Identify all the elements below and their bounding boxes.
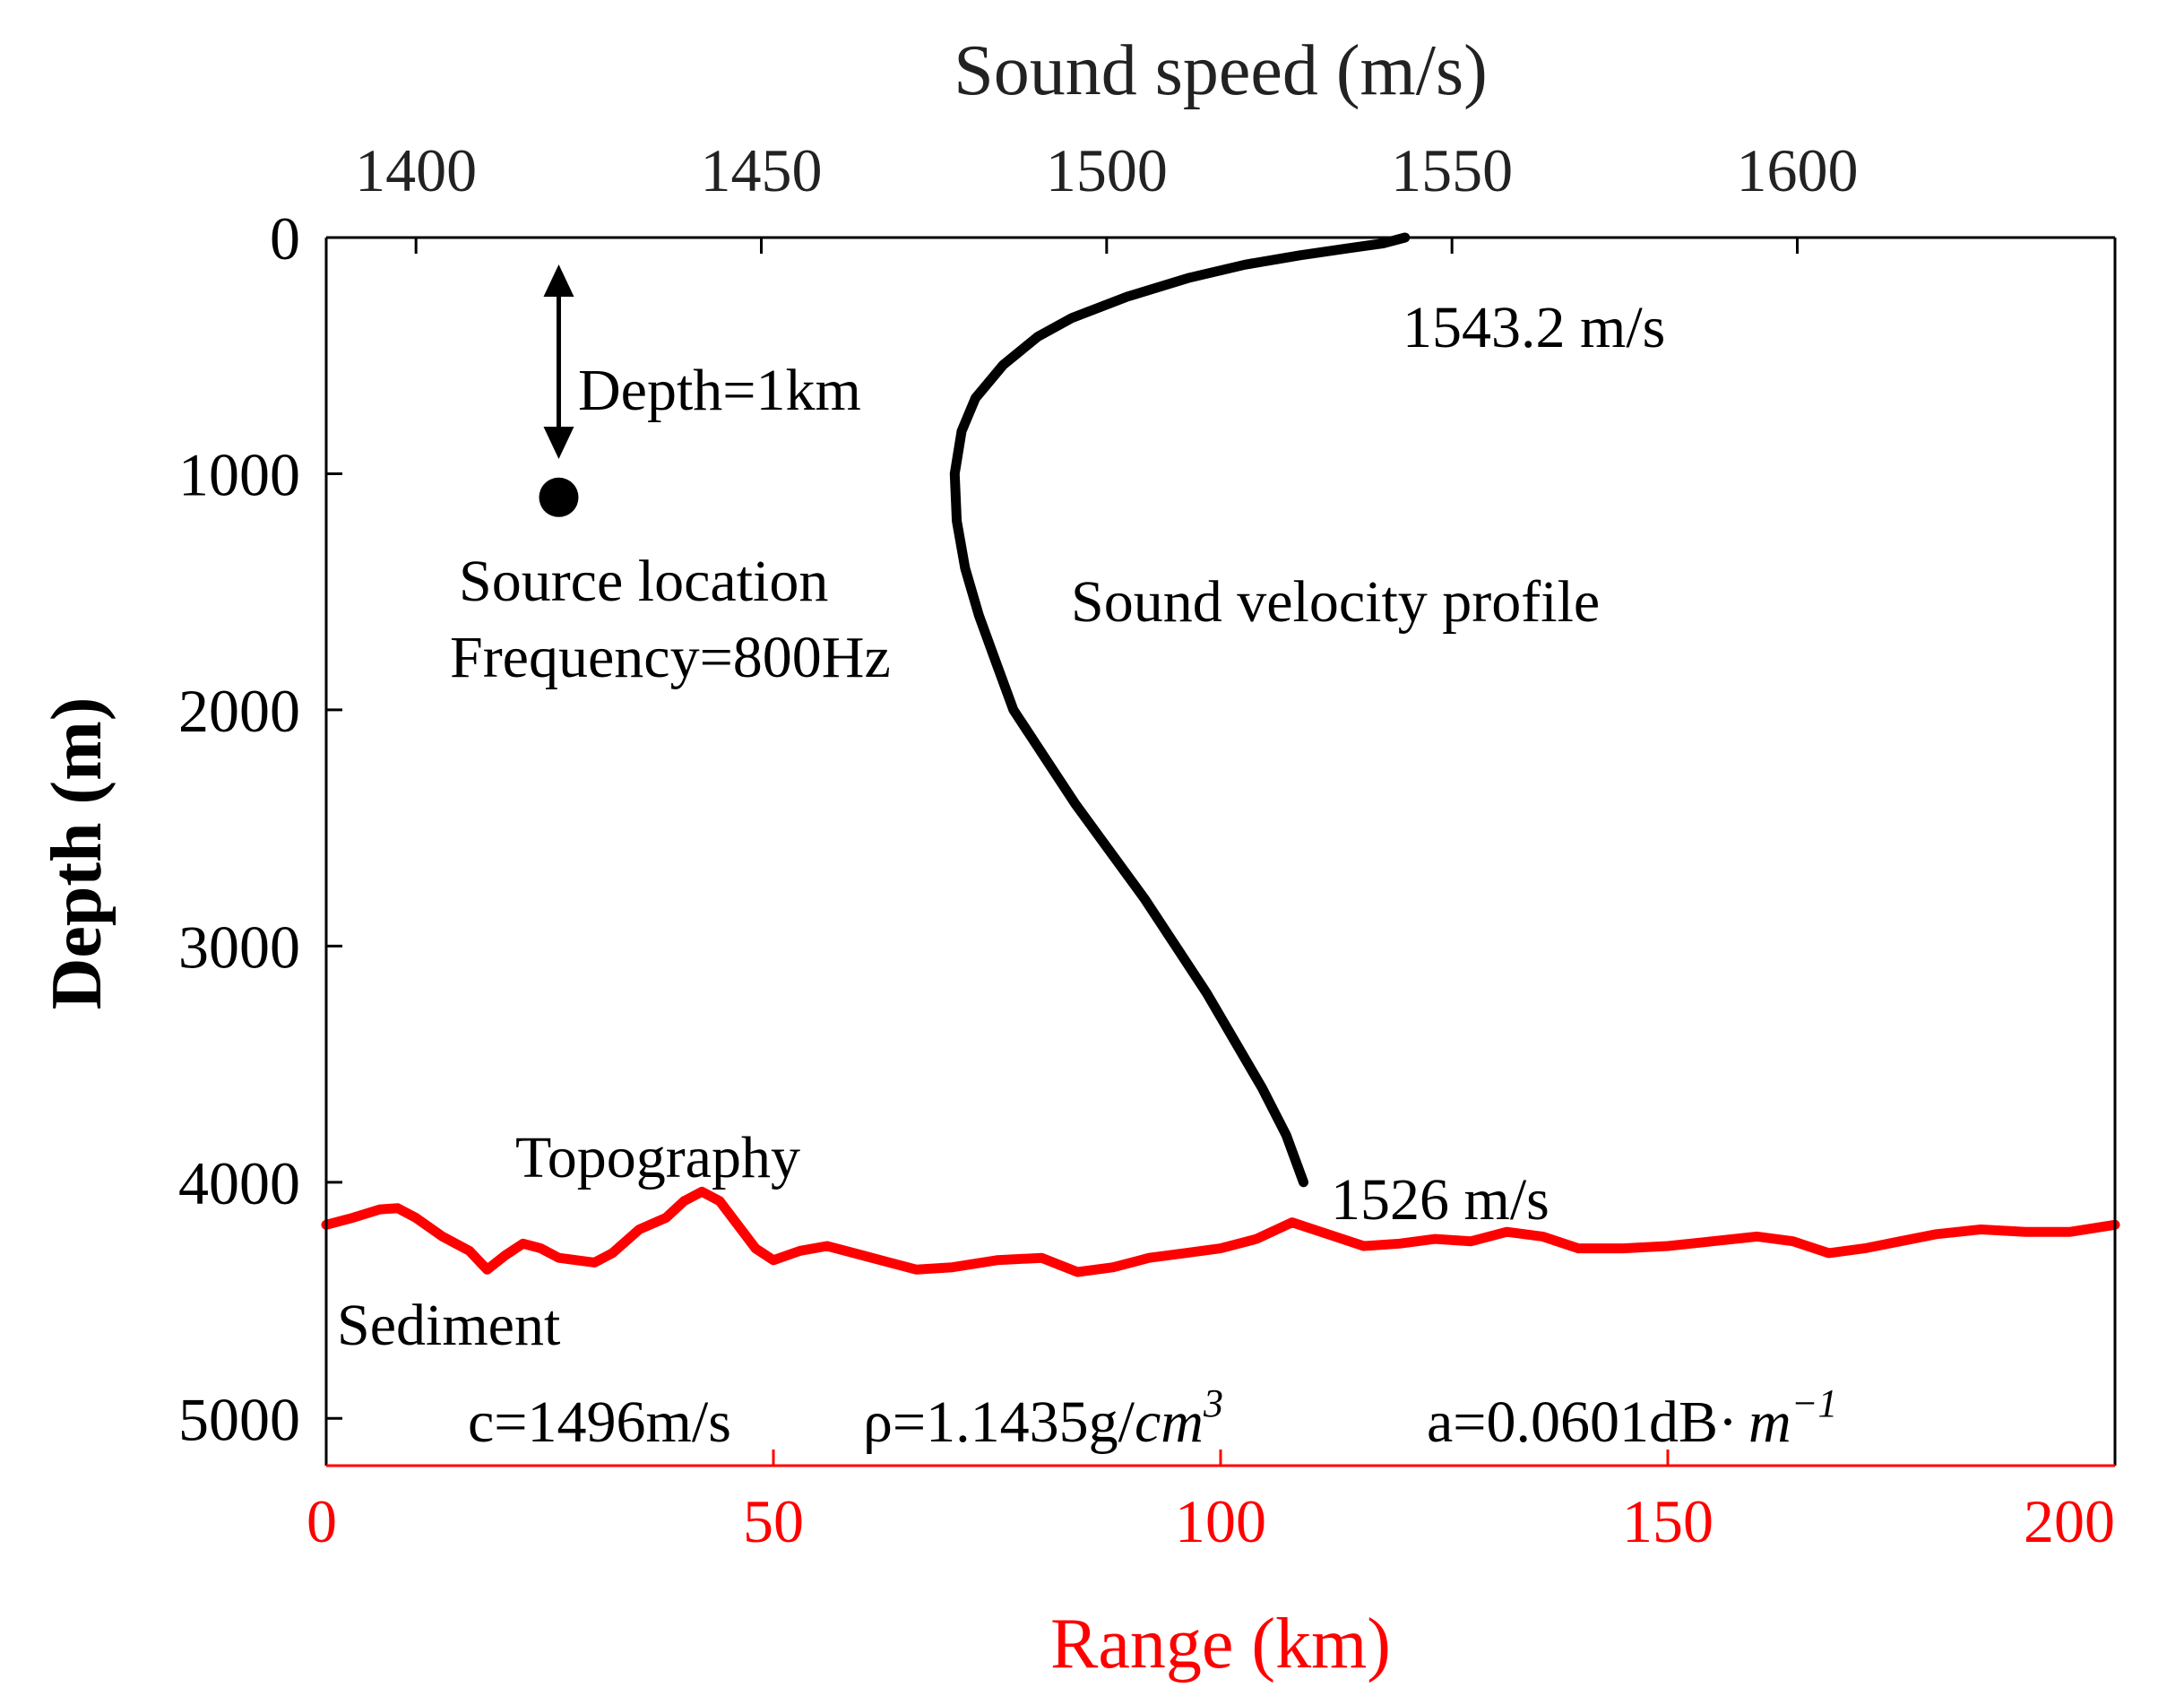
left-tick-label: 0 [270,204,300,273]
depth-arrow-head-down [543,427,574,459]
attenuation-prefix: a=0.0601dB· [1427,1389,1738,1455]
left-axis-title: Depth (m) [38,697,117,1010]
density-exponent: 3 [1203,1381,1223,1425]
density-unit: cm [1135,1389,1204,1455]
bottom-tick-label: 100 [1175,1487,1266,1555]
bottom-axis-title: Range (km) [1050,1605,1391,1683]
topography-label: Topography [515,1125,800,1190]
attenuation-unit: m [1748,1389,1791,1455]
bottom-tick-label: 0 [306,1487,337,1555]
left-tick-label: 3000 [178,913,300,981]
sediment-label: Sediment [337,1293,560,1358]
bottom-axis-ticks: 0 50 100 150 200 [306,1450,2117,1555]
density-prefix: ρ=1.1435g/ [863,1389,1135,1455]
left-tick-label: 4000 [178,1149,300,1217]
bottom-tick-label: 150 [1622,1487,1714,1555]
depth-arrow [543,264,574,459]
top-axis-ticks: 1400 1450 1500 1550 1600 [355,136,1858,254]
sediment-density-label: ρ=1.1435g/cm3 [863,1381,1223,1455]
attenuation-exponent: −1 [1791,1381,1838,1425]
bottom-tick-label: 50 [743,1487,804,1555]
profile-label: Sound velocity profile [1071,569,1600,635]
sediment-attenuation-label: a=0.0601dB· m−1 [1427,1381,1837,1455]
bottom-tick-label: 200 [2024,1487,2115,1555]
sound-velocity-profile-line [949,232,1411,1188]
sediment-speed-label: c=1496m/s [468,1389,731,1455]
surface-speed-label: 1543.2 m/s [1403,295,1665,360]
left-tick-label: 5000 [178,1385,300,1453]
source-marker [539,477,579,517]
frequency-label: Frequency=800Hz [450,625,891,690]
left-axis-ticks: 0 1000 2000 3000 4000 5000 [178,204,342,1453]
top-axis-title: Sound speed (m/s) [954,31,1488,110]
top-tick-label: 1450 [701,136,823,204]
top-tick-label: 1500 [1046,136,1168,204]
left-tick-label: 1000 [178,440,300,508]
top-tick-label: 1550 [1391,136,1513,204]
depth-note: Depth=1km [578,358,861,423]
topography-line [321,1186,2120,1277]
top-tick-label: 1400 [355,136,477,204]
left-tick-label: 2000 [178,677,300,745]
top-tick-label: 1600 [1736,136,1858,204]
bottom-speed-label: 1526 m/s [1331,1167,1550,1233]
source-location-label: Source location [459,549,828,614]
depth-arrow-head-up [543,264,574,297]
